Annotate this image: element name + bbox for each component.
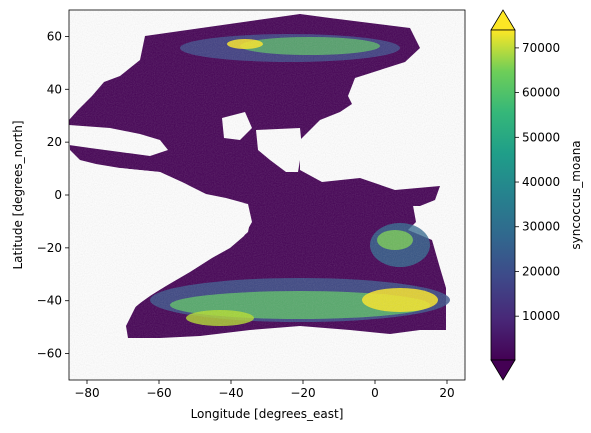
y-tick-label: 40 <box>47 82 62 96</box>
colorbar-tick-label: 20000 <box>522 264 560 278</box>
y-tick-label: 20 <box>47 135 62 149</box>
x-tick-label: −20 <box>290 386 315 400</box>
colorbar-tick-label: 60000 <box>522 86 560 100</box>
y-tick-label: −20 <box>37 241 62 255</box>
x-tick-label: −60 <box>146 386 171 400</box>
colorbar-tick-label: 10000 <box>522 309 560 323</box>
y-tick-label: −60 <box>37 347 62 361</box>
y-axis-label: Latitude [degrees_north] <box>11 120 25 269</box>
y-tick-label: 60 <box>47 29 62 43</box>
x-tick-label: −40 <box>218 386 243 400</box>
x-tick-label: −80 <box>74 386 99 400</box>
plot-area <box>69 10 465 380</box>
colorbar-extend-bottom <box>490 359 516 381</box>
colorbar: 10000 20000 30000 40000 50000 60000 70000 sync… <box>490 9 583 381</box>
colorbar-tick-label: 40000 <box>522 175 560 189</box>
colorbar-label: syncoccus_moana <box>569 140 583 249</box>
x-axis-ticks: −80 −60 −40 −20 0 20 <box>74 380 455 400</box>
colorbar-body <box>490 29 516 361</box>
colorbar-extend-top <box>490 9 516 31</box>
colorbar-ticks: 10000 20000 30000 40000 50000 60000 70000 <box>515 41 560 323</box>
y-tick-label: −40 <box>37 294 62 308</box>
colorbar-tick-label: 30000 <box>522 220 560 234</box>
colorbar-tick-label: 50000 <box>522 130 560 144</box>
y-tick-label: 0 <box>54 188 62 202</box>
x-tick-label: 20 <box>439 386 454 400</box>
speckle-overlay <box>69 10 465 380</box>
x-axis-label: Longitude [degrees_east] <box>191 407 344 421</box>
y-axis-ticks: −60 −40 −20 0 20 40 60 <box>37 29 69 361</box>
x-tick-label: 0 <box>371 386 379 400</box>
colorbar-tick-label: 70000 <box>522 41 560 55</box>
